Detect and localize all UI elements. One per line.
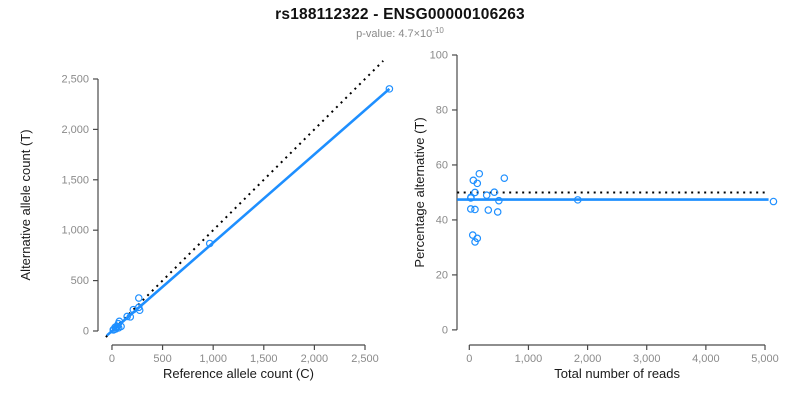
y-axis-title: Alternative allele count (T) — [18, 129, 33, 280]
data-point — [134, 294, 143, 302]
x-axis-title: Reference allele count (C) — [163, 366, 314, 381]
data-point — [473, 179, 482, 188]
x-axis-tick-label: 0 — [109, 353, 115, 365]
data-point — [769, 197, 778, 206]
y-axis-tick-label: 100 — [430, 50, 448, 62]
x-axis-tick-label: 500 — [153, 353, 171, 365]
y-axis-tick-label: 2,500 — [61, 73, 89, 85]
y-axis-title: Percentage alternative (T) — [412, 117, 427, 267]
data-point — [467, 193, 475, 201]
y-axis-tick-label: 20 — [436, 269, 448, 281]
y-axis-tick-label: 0 — [442, 324, 448, 336]
data-point — [475, 169, 484, 178]
y-axis-tick-label: 500 — [71, 275, 89, 287]
identity-line — [105, 60, 384, 338]
data-point — [468, 231, 477, 239]
data-point — [471, 188, 479, 197]
data-point — [205, 239, 214, 248]
x-axis-tick-label: 0 — [466, 353, 472, 365]
x-axis-tick-label: 1,000 — [199, 353, 227, 365]
y-axis-tick-label: 1,500 — [61, 174, 89, 186]
y-axis-tick-label: 0 — [83, 325, 89, 337]
x-axis-tick-label: 4,000 — [692, 353, 720, 365]
data-point — [495, 196, 503, 205]
data-point — [126, 313, 135, 321]
fit-line — [106, 87, 391, 337]
x-axis-title: Total number of reads — [554, 366, 680, 381]
data-point — [500, 174, 509, 182]
data-point — [123, 312, 131, 321]
data-point — [135, 306, 144, 315]
y-axis-tick-label: 60 — [436, 159, 448, 171]
x-axis-tick-label: 1,000 — [515, 353, 543, 365]
data-point — [471, 205, 479, 214]
x-axis-tick-label: 2,000 — [301, 353, 329, 365]
data-point — [385, 85, 394, 93]
data-point — [484, 206, 493, 214]
data-point — [573, 196, 582, 204]
data-point — [117, 322, 125, 331]
x-axis-tick-label: 2,500 — [351, 353, 379, 365]
y-axis-tick-label: 40 — [436, 214, 448, 226]
x-axis-tick-label: 1,500 — [250, 353, 278, 365]
y-axis-tick-label: 2,000 — [61, 124, 89, 136]
x-axis-tick-label: 2,000 — [574, 353, 602, 365]
data-point — [490, 188, 499, 196]
x-axis-tick-label: 5,000 — [751, 353, 779, 365]
data-point — [482, 191, 491, 199]
y-axis-tick-label: 80 — [436, 104, 448, 116]
x-axis-tick-label: 3,000 — [633, 353, 661, 365]
data-point — [466, 205, 475, 213]
y-axis-tick-label: 1,000 — [61, 225, 89, 237]
data-point — [473, 234, 482, 243]
data-point — [115, 317, 124, 326]
data-point — [493, 208, 502, 216]
